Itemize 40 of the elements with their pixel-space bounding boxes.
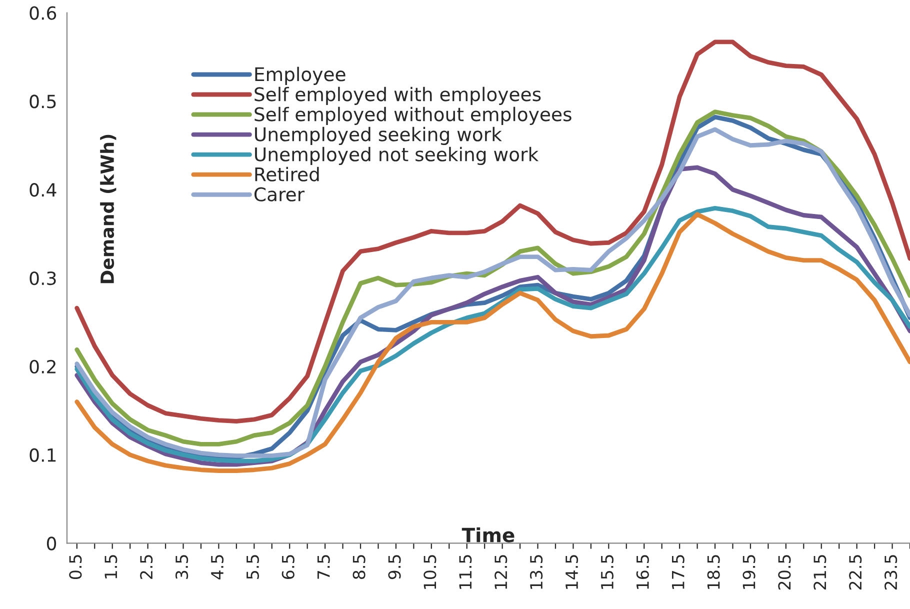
y-tick-label: 0.2 xyxy=(30,360,56,374)
x-tick-label: 10.5 xyxy=(424,555,436,589)
x-tick-label: 13.5 xyxy=(530,555,543,589)
x-tick-label: 6.5 xyxy=(282,555,294,579)
legend-label: Carer xyxy=(254,187,305,202)
x-axis-title: Time xyxy=(462,527,514,542)
x-tick-label: 5.5 xyxy=(246,555,259,579)
legend-label: Unemployed not seeking work xyxy=(255,146,539,166)
x-tick-label: 16.5 xyxy=(636,555,649,589)
x-tick-label: 19.5 xyxy=(742,555,756,589)
legend-label: Unemployed seeking work xyxy=(255,126,502,146)
x-tick-label: 12.5 xyxy=(494,555,508,589)
x-tick-label: 0.5 xyxy=(69,555,82,580)
legend-label: Self employed with employees xyxy=(254,86,541,105)
legend-label: Retired xyxy=(255,166,319,182)
x-tick-label: 4.5 xyxy=(211,555,224,580)
x-tick-label: 8.5 xyxy=(352,555,366,580)
y-tick-label: 0.4 xyxy=(30,183,56,197)
legend-label: Employee xyxy=(255,66,346,85)
x-tick-label: 21.5 xyxy=(814,555,826,590)
x-tick-label: 15.5 xyxy=(601,555,614,589)
x-tick-label: 7.5 xyxy=(318,555,330,579)
y-tick-label: 0.3 xyxy=(30,271,56,286)
x-tick-label: 14.5 xyxy=(566,555,578,589)
x-tick-label: 20.5 xyxy=(778,555,791,590)
x-tick-label: 17.5 xyxy=(672,555,684,589)
y-axis-title: Demand (kWh) xyxy=(100,134,116,284)
y-tick-label: 0.5 xyxy=(30,94,56,108)
y-tick-label: 0.6 xyxy=(30,6,56,20)
x-tick-label: 11.5 xyxy=(459,555,472,589)
x-tick-label: 18.5 xyxy=(707,555,720,589)
x-tick-label: 2.5 xyxy=(140,555,153,579)
x-tick-label: 23.5 xyxy=(884,555,898,590)
x-tick-label: 22.5 xyxy=(849,555,862,590)
x-tick-label: 9.5 xyxy=(388,555,401,580)
x-tick-label: 3.5 xyxy=(175,555,188,579)
y-tick-label: 0.1 xyxy=(30,448,56,462)
y-tick-label: 0 xyxy=(46,536,56,550)
x-tick-label: 1.5 xyxy=(104,555,118,578)
legend-label: Self employed without employees xyxy=(254,106,572,125)
